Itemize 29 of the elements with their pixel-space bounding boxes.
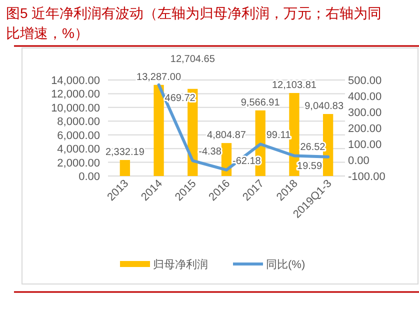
y2-tick-label: -100.00 — [348, 171, 386, 183]
y-tick-label: 12,000.00 — [51, 88, 100, 101]
y-tick-label: 6,000.00 — [57, 130, 100, 142]
data-label: 2,332.19 — [105, 147, 145, 158]
y2-tick-label: 200.00 — [348, 123, 382, 135]
data-label: 13,287.00 — [136, 72, 182, 83]
y-tick-label: 4,000.00 — [57, 144, 100, 156]
y2-tick-label: 0.00 — [348, 155, 370, 167]
bar — [289, 93, 300, 176]
y2-tick-label: 400.00 — [348, 91, 382, 103]
y-tick-label: 14,000.00 — [51, 75, 100, 87]
bar — [154, 84, 164, 176]
data-label: -4.38 — [198, 146, 222, 158]
y2-tick-label: 300.00 — [348, 107, 382, 119]
y-tick-label: 8,000.00 — [57, 116, 100, 128]
bar — [120, 160, 130, 176]
y-tick-label: 0.00 — [78, 171, 100, 183]
legend-label: 同比(%) — [266, 258, 306, 271]
legend-label: 归母净利润 — [153, 258, 208, 271]
y-tick-label: 10,000.00 — [51, 102, 100, 114]
data-label: 12,103.81 — [272, 80, 317, 91]
data-label: 9,040.83 — [304, 101, 344, 112]
chart-title: 图5 近年净利润有波动（左轴为归母净利润，万元；右轴为同比增速，%） — [6, 5, 382, 41]
y-tick-label: 2,000.00 — [57, 157, 100, 170]
y2-tick-label: 100.00 — [348, 139, 382, 151]
y2-tick-label: 500.00 — [348, 75, 382, 87]
data-label: 12,704.65 — [170, 54, 216, 65]
data-label: 4,804.87 — [207, 130, 246, 142]
data-label: 9,566.91 — [240, 97, 280, 108]
